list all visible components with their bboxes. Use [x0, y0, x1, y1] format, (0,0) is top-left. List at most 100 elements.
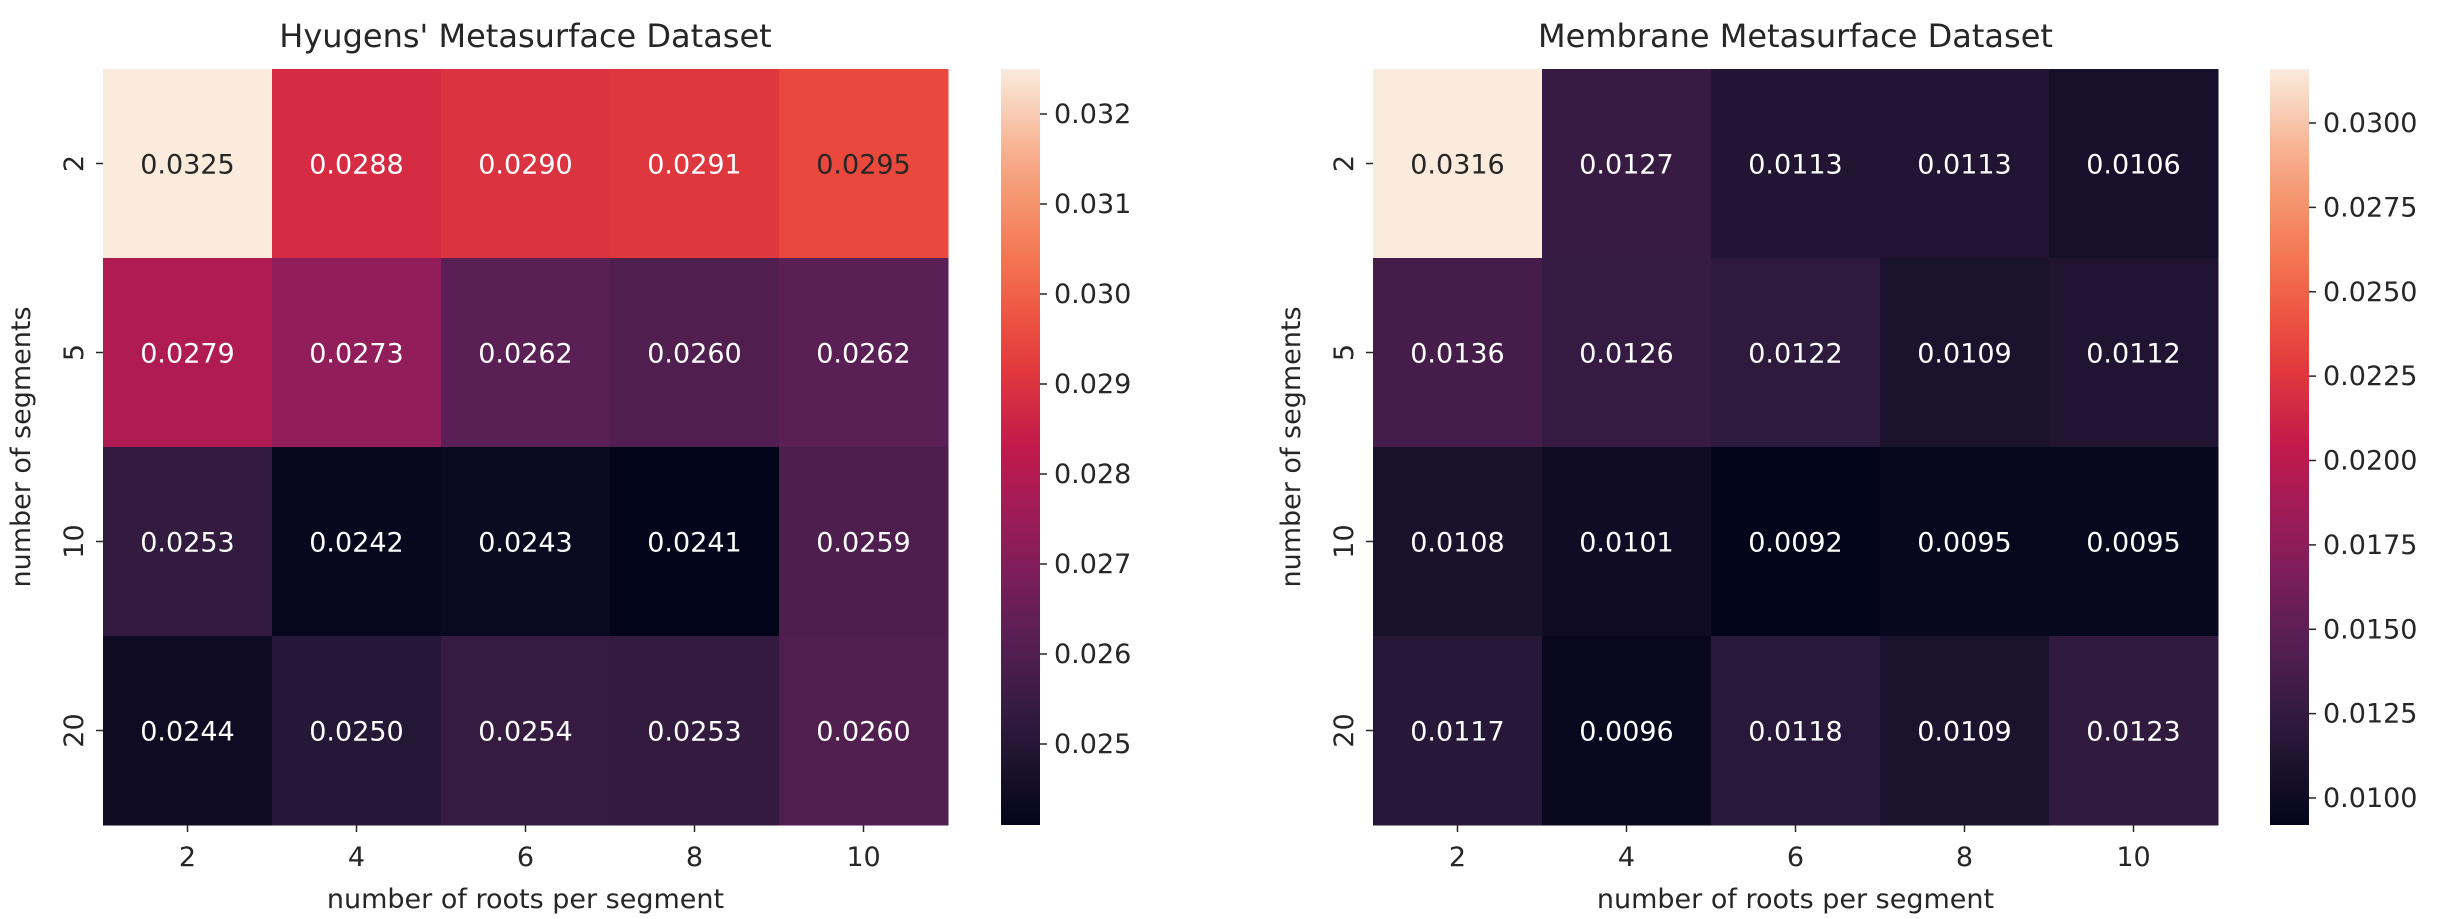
x-tick-label: 2	[179, 842, 196, 873]
cell-value-label: 0.0254	[478, 717, 572, 748]
cell-value-label: 0.0118	[1748, 717, 1842, 748]
heatmap-cell	[1711, 636, 1881, 826]
cell-value-label: 0.0127	[1579, 150, 1673, 181]
heatmap-cell	[2049, 69, 2219, 259]
heatmap-cell	[2049, 636, 2219, 826]
x-axis-label: number of roots per segment	[327, 884, 724, 915]
heatmap-cell	[441, 447, 611, 637]
heatmap-cell	[1373, 636, 1543, 826]
cell-value-label: 0.0095	[1917, 528, 2011, 559]
heatmap-cell	[610, 258, 780, 448]
y-tick-label: 2	[1329, 155, 1360, 172]
heatmap-cell	[1880, 636, 2050, 826]
heatmap-cell	[2049, 258, 2219, 448]
heatmap-cell	[272, 69, 442, 259]
cell-value-label: 0.0241	[647, 528, 741, 559]
colorbar	[1001, 69, 1040, 825]
cell-value-label: 0.0101	[1579, 528, 1673, 559]
colorbar-tick-label: 0.026	[1054, 639, 1131, 670]
heatmap-cell	[103, 258, 273, 448]
cell-value-label: 0.0260	[647, 339, 741, 370]
heatmap-cell	[1880, 69, 2050, 259]
colorbar-tick-label: 0.0225	[2323, 361, 2417, 392]
cell-value-label: 0.0106	[2086, 150, 2180, 181]
cell-value-label: 0.0325	[140, 150, 234, 181]
heatmap-cell	[272, 447, 442, 637]
x-tick-label: 8	[686, 842, 703, 873]
y-tick-label: 2	[59, 155, 90, 172]
heatmap-cell	[1542, 258, 1712, 448]
cell-value-label: 0.0092	[1748, 528, 1842, 559]
y-tick-label: 20	[1329, 713, 1360, 747]
heatmap-cell	[441, 258, 611, 448]
heatmap-cell	[610, 447, 780, 637]
y-tick-label: 10	[1329, 524, 1360, 558]
cell-value-label: 0.0244	[140, 717, 234, 748]
chart-title: Membrane Metasurface Dataset	[1538, 17, 2053, 55]
x-tick-label: 6	[1787, 842, 1804, 873]
heatmap-cell	[610, 69, 780, 259]
cell-value-label: 0.0253	[140, 528, 234, 559]
colorbar-tick-label: 0.030	[1054, 279, 1131, 310]
cell-value-label: 0.0295	[816, 150, 910, 181]
cell-value-label: 0.0262	[478, 339, 572, 370]
cell-value-label: 0.0291	[647, 150, 741, 181]
heatmap-cell	[1542, 447, 1712, 637]
cell-value-label: 0.0126	[1579, 339, 1673, 370]
chart-title: Hyugens' Metasurface Dataset	[279, 17, 771, 55]
cell-value-label: 0.0095	[2086, 528, 2180, 559]
colorbar-tick-label: 0.0200	[2323, 446, 2417, 477]
cell-value-label: 0.0113	[1748, 150, 1842, 181]
heatmap-cell	[779, 447, 949, 637]
cell-value-label: 0.0112	[2086, 339, 2180, 370]
heatmap-cell	[779, 69, 949, 259]
cell-value-label: 0.0243	[478, 528, 572, 559]
heatmap-cell	[1711, 69, 1881, 259]
heatmap-cell	[1373, 258, 1543, 448]
heatmap-cell	[441, 636, 611, 826]
heatmap-membrane: Membrane Metasurface Dataset 0.0316 0.0127…	[1276, 17, 2417, 915]
colorbar-tick-label: 0.0175	[2323, 530, 2417, 561]
heatmap-cell	[1542, 636, 1712, 826]
cell-value-label: 0.0109	[1917, 339, 2011, 370]
cell-value-label: 0.0250	[309, 717, 403, 748]
x-tick-label: 8	[1956, 842, 1973, 873]
colorbar-tick-label: 0.0125	[2323, 699, 2417, 730]
y-tick-label: 10	[59, 524, 90, 558]
x-tick-label: 4	[348, 842, 365, 873]
colorbar-tick-label: 0.0300	[2323, 108, 2417, 139]
x-tick-label: 10	[2116, 842, 2150, 873]
colorbar-tick-label: 0.028	[1054, 459, 1131, 490]
x-tick-label: 4	[1618, 842, 1635, 873]
cell-value-label: 0.0108	[1410, 528, 1504, 559]
x-tick-label: 6	[517, 842, 534, 873]
x-tick-label: 10	[846, 842, 880, 873]
cell-value-label: 0.0262	[816, 339, 910, 370]
cell-value-label: 0.0253	[647, 717, 741, 748]
cell-value-label: 0.0117	[1410, 717, 1504, 748]
y-tick-label: 5	[1329, 344, 1360, 361]
x-axis-label: number of roots per segment	[1597, 884, 1994, 915]
heatmap-cell	[1373, 69, 1543, 259]
heatmap-cell	[1711, 447, 1881, 637]
heatmap-cell	[1880, 258, 2050, 448]
heatmap-cell	[779, 258, 949, 448]
heatmap-cell	[1880, 447, 2050, 637]
heatmap-cell	[610, 636, 780, 826]
colorbar-tick-label: 0.0275	[2323, 192, 2417, 223]
y-tick-label: 5	[59, 344, 90, 361]
heatmap-cell	[2049, 447, 2219, 637]
y-axis-label: number of segments	[1276, 306, 1307, 587]
heatmap-cell	[272, 636, 442, 826]
y-tick-label: 20	[59, 713, 90, 747]
colorbar-tick-label: 0.0250	[2323, 277, 2417, 308]
colorbar	[2270, 69, 2309, 825]
cell-value-label: 0.0273	[309, 339, 403, 370]
cell-value-label: 0.0242	[309, 528, 403, 559]
cell-value-label: 0.0260	[816, 717, 910, 748]
heatmap-cell	[272, 258, 442, 448]
heatmap-cell	[103, 447, 273, 637]
heatmap-cell	[103, 69, 273, 259]
colorbar-tick-label: 0.0100	[2323, 783, 2417, 814]
